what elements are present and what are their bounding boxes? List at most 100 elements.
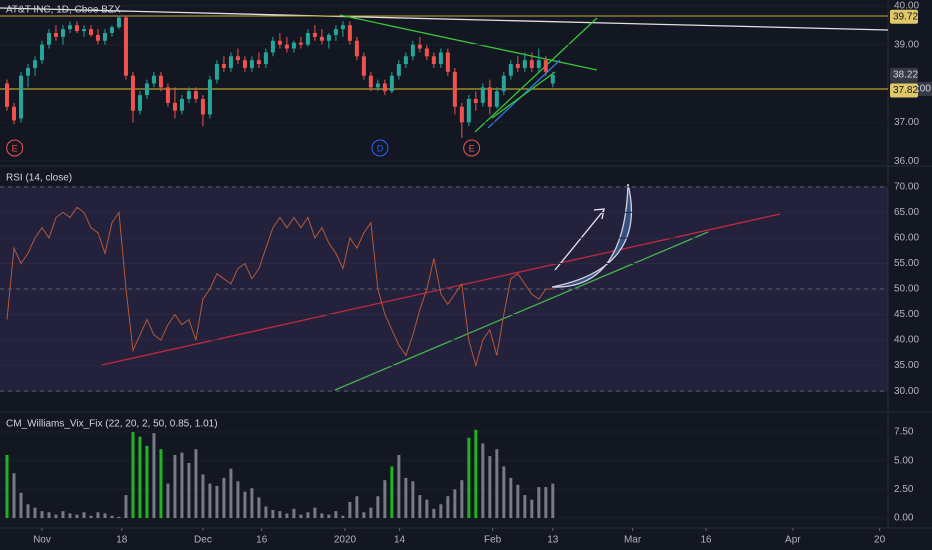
candle-body <box>158 75 163 88</box>
vix-bar <box>327 514 331 519</box>
candle-body <box>445 52 450 72</box>
candle-body <box>228 56 233 68</box>
vix-bar <box>362 512 366 519</box>
candle-body <box>277 40 282 45</box>
vix-bar <box>236 481 240 519</box>
vix-bar <box>152 433 156 519</box>
vix-bar <box>390 466 394 519</box>
candle-body <box>123 17 128 76</box>
candle-body <box>130 75 135 111</box>
candle-body <box>207 79 212 115</box>
vix-bar <box>341 515 345 519</box>
candle-body <box>284 44 289 49</box>
price-label-box <box>890 9 918 24</box>
vix-bar <box>278 511 282 519</box>
vix-bar <box>96 512 100 519</box>
candle-body <box>109 27 114 33</box>
candle-body <box>137 95 142 111</box>
candle-body <box>291 42 296 49</box>
vix-bar <box>530 499 534 519</box>
vix-bar <box>334 511 338 519</box>
candle-body <box>389 75 394 92</box>
candle-body <box>459 106 464 123</box>
candle-body <box>368 75 373 88</box>
pane-title: RSI (14, close) <box>6 173 72 184</box>
candle-body <box>522 60 527 68</box>
candle-body <box>361 56 366 76</box>
y-tick-label: 60.00 <box>894 233 919 244</box>
vix-bar <box>418 495 422 519</box>
x-tick-label: 14 <box>394 535 406 546</box>
candle-body <box>375 83 380 88</box>
y-tick-label: 2.50 <box>894 484 914 495</box>
pane-title: AT&T INC, 1D, Cboe BZX <box>6 5 121 16</box>
vix-bar <box>124 495 128 519</box>
vix-bar <box>250 488 254 519</box>
candle-body <box>214 64 219 80</box>
candle-body <box>53 33 58 37</box>
rsi-line <box>6 206 553 368</box>
candle-body <box>116 17 121 28</box>
candle-body <box>11 106 16 121</box>
vix-bar <box>187 462 191 519</box>
event-label: D <box>377 143 384 153</box>
vix-bar <box>12 473 16 519</box>
candle-body <box>480 87 485 103</box>
candle-body <box>529 60 534 68</box>
vix-bar <box>222 477 226 519</box>
x-tick-label: Apr <box>785 535 801 546</box>
pane-separators <box>0 0 932 529</box>
vix-bar <box>82 512 86 519</box>
vix-bar <box>481 443 485 519</box>
candle-body <box>32 60 37 68</box>
candle-body <box>487 87 492 107</box>
vix-bar <box>89 515 93 519</box>
y-tick-label: 7.50 <box>894 427 914 438</box>
y-tick-label: 70.00 <box>894 182 919 193</box>
price-label: 39.72 <box>893 11 918 22</box>
candle-body <box>452 71 457 107</box>
vix-bar <box>439 504 443 519</box>
y-tick-label: 40.00 <box>894 0 919 11</box>
candle-body <box>95 34 100 41</box>
vix-bar <box>313 507 317 519</box>
y-tick-label: 30.00 <box>894 386 919 397</box>
candle-body <box>172 102 177 111</box>
vix-bar <box>348 501 352 519</box>
vix-bar <box>194 449 198 519</box>
vix-bar <box>47 512 51 519</box>
candle-body <box>319 36 324 41</box>
vix-bar <box>110 515 114 519</box>
y-tick-label: 65.00 <box>894 207 919 218</box>
vix-bar <box>61 511 65 519</box>
candle-body <box>396 64 401 76</box>
y-tick-label: 55.00 <box>894 258 919 269</box>
vix-bar <box>509 477 513 519</box>
price-label-box <box>890 83 918 98</box>
vix-bar <box>551 483 555 519</box>
y-tick-label: 36.00 <box>894 156 919 167</box>
vix-bar <box>54 514 58 519</box>
y-tick-label: 37.00 <box>894 117 919 128</box>
candle-body <box>438 52 443 65</box>
vix-bar <box>215 485 219 519</box>
vix-bar <box>285 513 289 519</box>
vix-bar <box>75 514 79 519</box>
x-tick-label: 13 <box>547 535 559 546</box>
candle-body <box>200 99 205 115</box>
pane-title: CM_Williams_Vix_Fix (22, 20, 2, 50, 0.85… <box>6 419 218 430</box>
vix-bar <box>320 513 324 519</box>
event-label: E <box>12 143 18 153</box>
candle-body <box>550 74 555 84</box>
vix-bar <box>299 514 303 519</box>
candle-body <box>312 33 317 37</box>
vix-bar <box>5 454 9 519</box>
vix-bar <box>208 483 212 519</box>
candle-body <box>25 67 30 76</box>
vix-bar <box>166 483 170 519</box>
candle-body <box>242 60 247 68</box>
vix-bar <box>306 512 310 519</box>
candle-body <box>221 64 226 68</box>
candle-body <box>144 83 149 96</box>
price-label: 38.22 <box>893 70 918 81</box>
